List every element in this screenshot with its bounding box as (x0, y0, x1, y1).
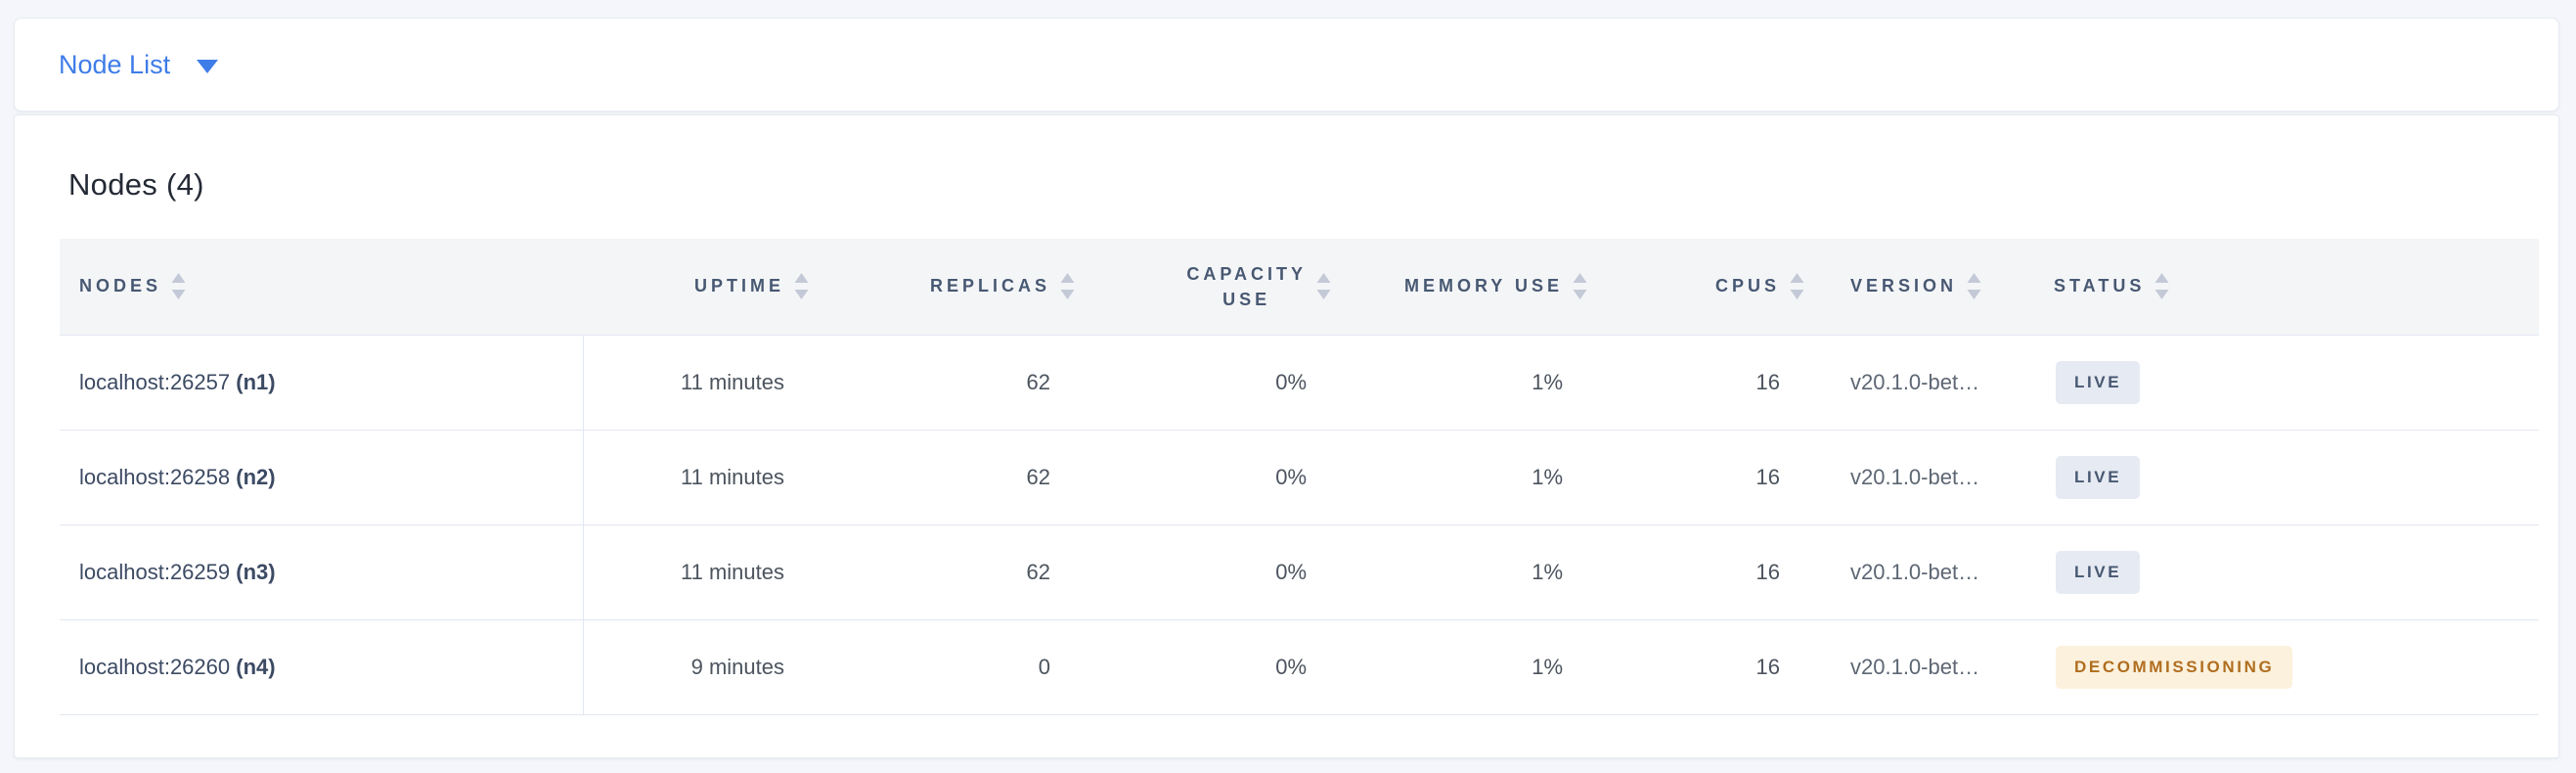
cell-version: v20.1.0-bet… (1808, 334, 2014, 431)
table-header: NODES UPTIME REPLICAS CAPACITY USE MEMORY USE… (60, 239, 2539, 335)
cell-version: v20.1.0-bet… (1808, 619, 2014, 715)
node-id: (n3) (236, 559, 276, 584)
node-id: (n2) (236, 464, 276, 489)
cell-uptime: 9 minutes (583, 619, 813, 715)
cell-version: v20.1.0-bet… (1808, 430, 2014, 525)
cell-cpus: 16 (1591, 334, 1808, 431)
node-list-dropdown[interactable]: Node List (59, 49, 219, 80)
chevron-down-icon (197, 59, 219, 73)
sort-arrows-icon (1316, 272, 1331, 300)
column-label: CPUS (1714, 276, 1780, 296)
column-header-replicas[interactable]: REPLICAS (813, 239, 1079, 335)
column-label: REPLICAS (929, 276, 1050, 296)
table-row: localhost:26259 (n3) 11 minutes 62 0% 1% 16 v2… (60, 524, 2539, 620)
column-label: CAPACITY USE (1186, 263, 1307, 309)
cell-status: DECOMMISSIONING (2014, 619, 2539, 715)
node-address: localhost:26259 (79, 559, 231, 584)
cell-cpus: 16 (1591, 430, 1808, 525)
cell-replicas: 62 (813, 524, 1079, 620)
table-row: localhost:26257 (n1) 11 minutes 62 0% 1% 16 v2… (60, 334, 2539, 431)
cell-node-address: localhost:26260 (n4) (60, 619, 584, 715)
column-header-uptime[interactable]: UPTIME (583, 239, 813, 335)
nodes-panel: Nodes (4) NODES UPTIME REPLICAS CAPACITY USE… (14, 114, 2559, 758)
column-label: NODES (79, 276, 162, 296)
cell-version: v20.1.0-bet… (1808, 524, 2014, 620)
cell-memory-use: 1% (1335, 430, 1591, 525)
cell-capacity-use: 0% (1079, 524, 1335, 620)
cell-node-address: localhost:26257 (n1) (60, 334, 584, 431)
column-header-memory_use[interactable]: MEMORY USE (1335, 239, 1591, 335)
sort-arrows-icon (1967, 272, 1981, 300)
column-label: STATUS (2054, 276, 2146, 296)
column-header-version[interactable]: VERSION (1808, 239, 2014, 335)
cell-cpus: 16 (1591, 524, 1808, 620)
column-header-status[interactable]: STATUS (2014, 239, 2539, 335)
cell-memory-use: 1% (1335, 524, 1591, 620)
sort-arrows-icon (1790, 272, 1804, 300)
sort-arrows-icon (171, 272, 186, 300)
cell-cpus: 16 (1591, 619, 1808, 715)
node-list-dropdown-label: Node List (59, 49, 171, 79)
status-badge: DECOMMISSIONING (2056, 645, 2293, 689)
cell-node-address: localhost:26259 (n3) (60, 524, 584, 620)
column-label: UPTIME (693, 276, 784, 296)
cell-capacity-use: 0% (1079, 334, 1335, 431)
status-badge: LIVE (2056, 550, 2141, 594)
cell-capacity-use: 0% (1079, 430, 1335, 525)
cell-uptime: 11 minutes (583, 524, 813, 620)
status-badge: LIVE (2056, 360, 2141, 404)
sort-arrows-icon (1573, 272, 1587, 300)
cell-capacity-use: 0% (1079, 619, 1335, 715)
node-id: (n1) (236, 369, 276, 394)
node-address: localhost:26260 (79, 654, 231, 679)
table-row: localhost:26258 (n2) 11 minutes 62 0% 1% 16 v2… (60, 430, 2539, 525)
node-address: localhost:26258 (79, 464, 231, 489)
cell-memory-use: 1% (1335, 619, 1591, 715)
view-selector-bar: Node List (14, 18, 2559, 112)
cell-replicas: 0 (813, 619, 1079, 715)
column-label: VERSION (1850, 276, 1958, 296)
table-row: localhost:26260 (n4) 9 minutes 0 0% 1% 16 v20.… (60, 619, 2539, 715)
column-label: MEMORY USE (1403, 276, 1563, 296)
column-header-capacity_use[interactable]: CAPACITY USE (1079, 239, 1335, 335)
nodes-count-title: Nodes (4) (68, 167, 204, 202)
node-address: localhost:26257 (79, 369, 231, 394)
cell-status: LIVE (2014, 430, 2539, 525)
cell-memory-use: 1% (1335, 334, 1591, 431)
cell-uptime: 11 minutes (583, 334, 813, 431)
cell-status: LIVE (2014, 334, 2539, 431)
node-id: (n4) (236, 654, 276, 679)
cell-replicas: 62 (813, 430, 1079, 525)
cell-node-address: localhost:26258 (n2) (60, 430, 584, 525)
column-header-nodes[interactable]: NODES (60, 239, 583, 335)
cell-uptime: 11 minutes (583, 430, 813, 525)
sort-arrows-icon (2154, 272, 2169, 300)
sort-arrows-icon (1060, 272, 1075, 300)
status-badge: LIVE (2056, 455, 2141, 499)
column-header-cpus[interactable]: CPUS (1591, 239, 1808, 335)
cell-replicas: 62 (813, 334, 1079, 431)
sort-arrows-icon (794, 272, 809, 300)
cell-status: LIVE (2014, 524, 2539, 620)
node-list-table: NODES UPTIME REPLICAS CAPACITY USE MEMORY USE… (60, 239, 2539, 715)
